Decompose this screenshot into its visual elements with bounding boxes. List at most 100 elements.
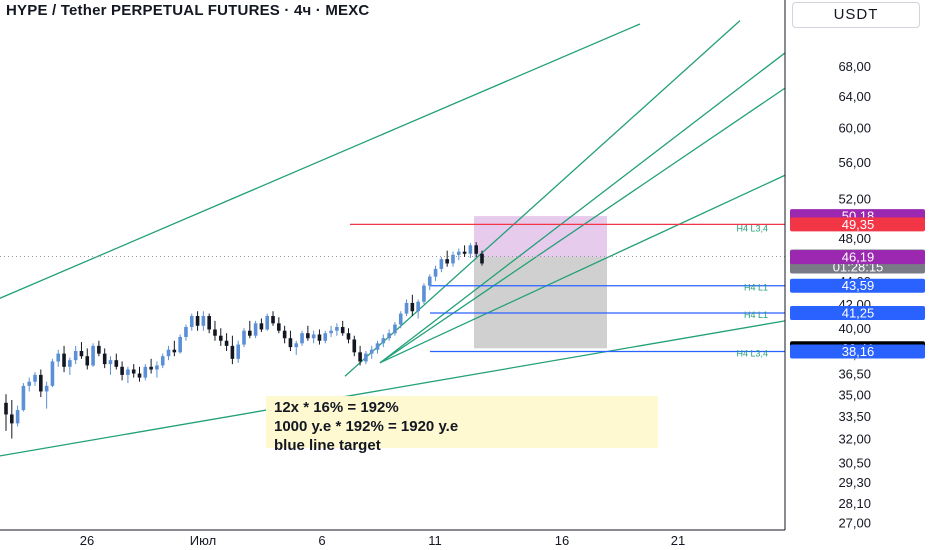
- y-tick-label: 32,00: [838, 432, 871, 447]
- candle-body: [50, 361, 55, 386]
- trend-line: [379, 52, 785, 364]
- candle-body: [410, 302, 415, 312]
- candle-body: [317, 334, 322, 341]
- candle-body: [288, 338, 293, 348]
- candle-body: [21, 385, 26, 411]
- candle-body: [294, 343, 299, 348]
- candle-body: [253, 323, 258, 336]
- candle-body: [230, 345, 235, 359]
- candle-body: [4, 402, 8, 415]
- candle-body: [439, 259, 444, 269]
- candle-body: [114, 360, 119, 367]
- x-tick-label: 21: [671, 533, 685, 548]
- x-tick-label: 16: [555, 533, 569, 548]
- level-label: H4 L3,4: [736, 349, 768, 359]
- candle-body: [184, 327, 188, 337]
- candle-body: [126, 369, 130, 375]
- candle-body: [456, 251, 461, 255]
- candle-body: [178, 336, 182, 353]
- y-tick-label: 36,50: [838, 367, 871, 382]
- annotation-note: 12x * 16% = 192% 1000 y.e * 192% = 1920 …: [266, 396, 658, 454]
- level-label: H4 L1: [744, 310, 768, 320]
- price-label: 38,16: [842, 344, 875, 359]
- price-label-bg: [790, 306, 925, 321]
- candle-body: [306, 333, 310, 339]
- y-tick-label: 56,00: [838, 155, 871, 170]
- candle-body: [172, 349, 177, 353]
- candle-body: [44, 385, 49, 392]
- candle-body: [236, 344, 240, 359]
- trend-line: [379, 87, 785, 364]
- currency-button[interactable]: USDT: [792, 2, 920, 28]
- price-label: 49,35: [842, 217, 875, 232]
- candle-body: [102, 353, 107, 365]
- candle-body: [265, 316, 270, 330]
- candle-body: [340, 327, 345, 334]
- candle-body: [387, 333, 391, 339]
- candle-body: [195, 316, 200, 326]
- trend-line: [379, 174, 785, 364]
- candle-body: [259, 323, 264, 330]
- candle-body: [224, 340, 229, 346]
- candle-body: [323, 333, 328, 341]
- x-tick-label: 11: [428, 533, 442, 548]
- candle-body: [189, 316, 194, 328]
- candle-body: [398, 313, 403, 325]
- price-label: 46,19: [842, 250, 875, 265]
- y-tick-label: 30,50: [838, 455, 871, 470]
- y-tick-label: 28,10: [838, 496, 871, 511]
- x-tick-label: 26: [80, 533, 94, 548]
- candle-body: [218, 335, 223, 341]
- candle-body: [358, 352, 362, 362]
- candle-body: [451, 254, 455, 264]
- trend-line: [344, 20, 741, 377]
- plot-area: [0, 20, 785, 457]
- target-zone: [474, 216, 607, 258]
- candle-body: [120, 366, 124, 375]
- candle-body: [474, 245, 478, 254]
- candle-body: [97, 345, 101, 354]
- candle-body: [56, 353, 61, 362]
- candle-body: [271, 316, 275, 324]
- price-label-bg: [790, 217, 925, 232]
- price-label-bg: [790, 250, 925, 265]
- y-tick-label: 64,00: [838, 89, 871, 104]
- candle-body: [201, 316, 206, 326]
- candle-body: [15, 410, 20, 424]
- candle-body: [27, 381, 32, 386]
- candle-body: [242, 330, 246, 345]
- candle-body: [335, 327, 339, 331]
- y-tick-label: 29,30: [838, 475, 871, 490]
- candle-body: [213, 329, 217, 336]
- candle-body: [427, 276, 432, 286]
- candle-body: [352, 339, 357, 353]
- candle-body: [422, 285, 426, 302]
- candle-body: [329, 330, 333, 334]
- y-tick-label: 35,00: [838, 387, 871, 402]
- candle-body: [416, 301, 420, 312]
- candle-body: [62, 353, 66, 367]
- candle-body: [462, 251, 467, 254]
- candle-body: [143, 366, 148, 378]
- chart-title: HYPE / Tether PERPETUAL FUTURES · 4ч · M…: [6, 2, 370, 19]
- candle-body: [346, 333, 351, 340]
- y-tick-label: 52,00: [838, 191, 871, 206]
- candle-body: [375, 343, 380, 350]
- candle-body: [207, 316, 211, 330]
- candle-body: [369, 349, 374, 354]
- price-label: 41,25: [842, 306, 875, 321]
- candle-body: [480, 253, 484, 264]
- x-tick-label: 6: [318, 533, 325, 548]
- candle-body: [137, 373, 142, 378]
- candle-body: [79, 351, 84, 357]
- y-tick-label: 27,00: [838, 516, 871, 531]
- candle-body: [33, 374, 37, 382]
- trend-line: [0, 23, 641, 299]
- candle-body: [248, 330, 252, 336]
- stop-zone: [474, 257, 607, 349]
- note-line: blue line target: [274, 437, 381, 454]
- y-tick-label: 40,00: [838, 321, 871, 336]
- note-line: 12x * 16% = 192%: [274, 399, 399, 416]
- candle-body: [149, 366, 153, 370]
